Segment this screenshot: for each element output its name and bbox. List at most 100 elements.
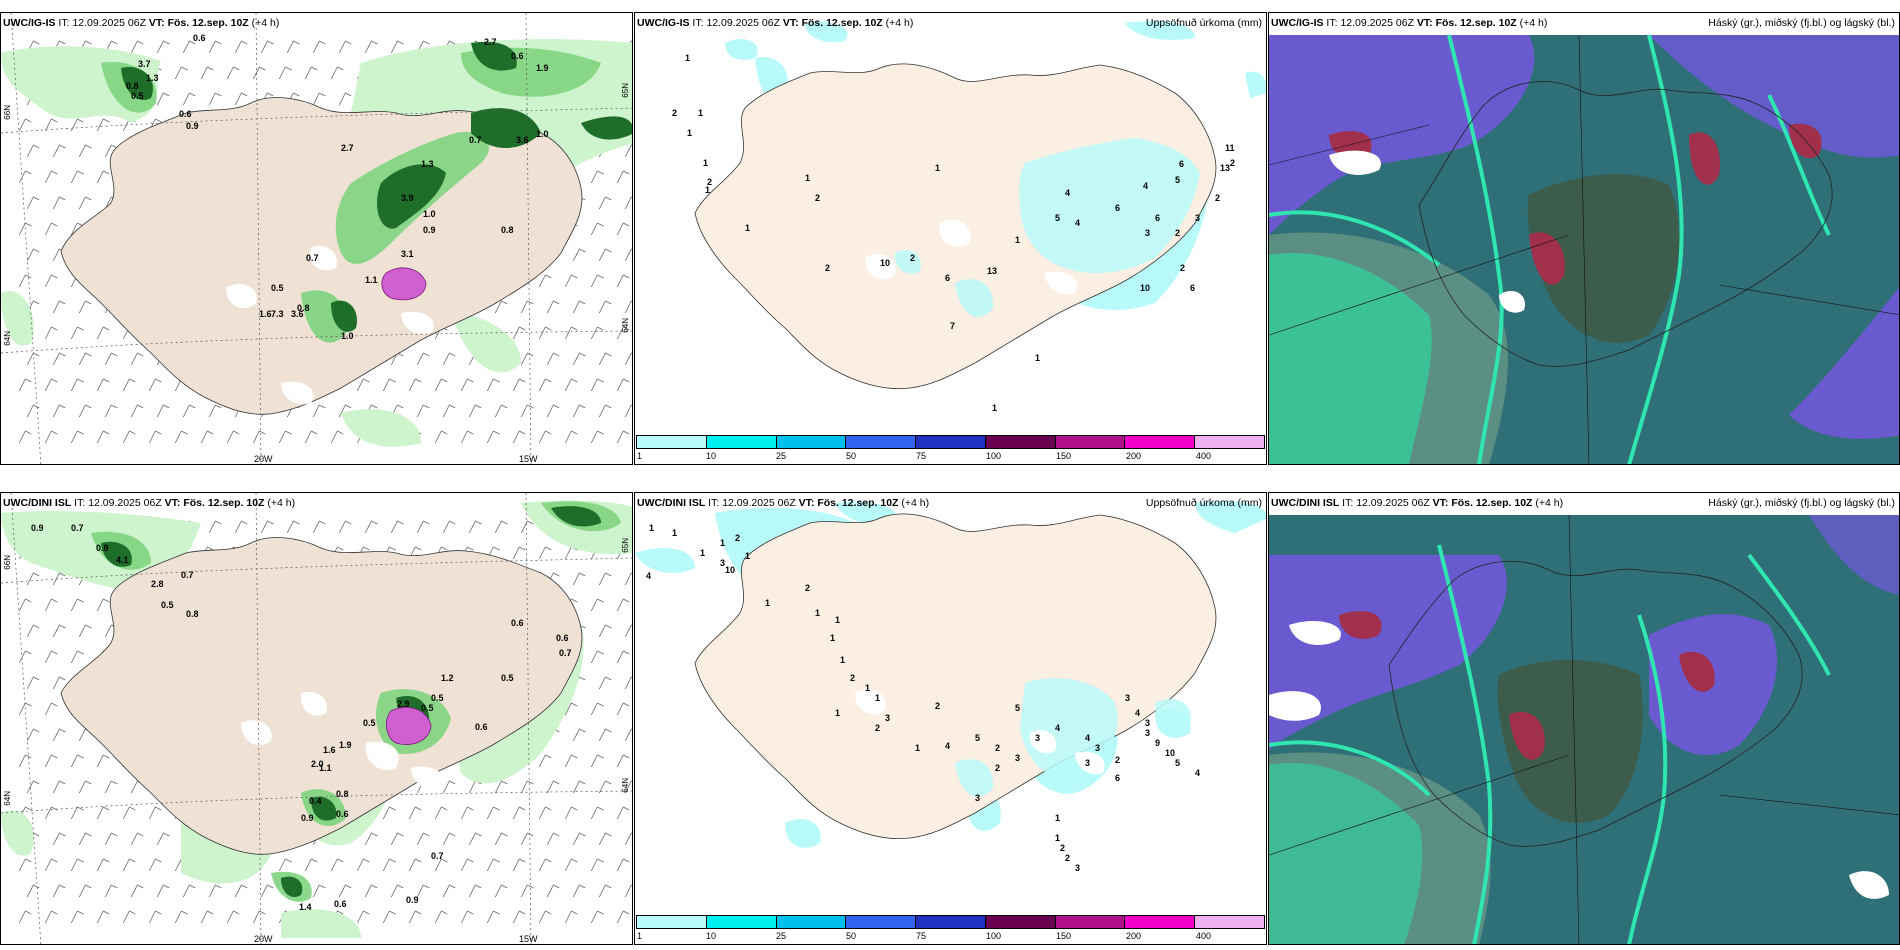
wind-barb <box>70 170 84 184</box>
wind-barb <box>312 520 326 534</box>
wind-barb <box>18 430 32 444</box>
colorbar-cell <box>1055 436 1126 448</box>
wind-barb <box>44 378 58 392</box>
cloud-white-areas <box>1329 150 1525 313</box>
wind-barb <box>96 754 110 768</box>
wind-barb <box>590 430 604 444</box>
colorbar-cell <box>916 916 986 928</box>
value-label: 3 <box>1125 693 1131 703</box>
wind-barb <box>590 702 604 716</box>
wind-barb <box>408 378 422 392</box>
vt-value: Fös. 12.sep. 10Z <box>167 17 249 29</box>
wind-barb <box>356 378 370 392</box>
lon-label-20w: 20W <box>254 934 273 944</box>
cloud-title: Háský (gr.), miðský (fj.bl.) og lágský (… <box>1708 497 1895 509</box>
wind-barb <box>598 572 612 586</box>
precip-colorbar <box>636 915 1265 929</box>
wind-barb <box>616 170 630 184</box>
wind-barb <box>44 222 58 236</box>
wind-barb <box>70 118 84 132</box>
value-label: 0.4 <box>309 796 322 806</box>
wind-barb <box>486 910 500 924</box>
wind-barb <box>624 248 632 262</box>
value-label: 1 <box>1015 235 1021 245</box>
iceland-land <box>694 513 1217 840</box>
panel-igis-clouds: UWC/IG-IS IT: 12.09.2025 06Z VT: Fös. 12… <box>1268 12 1900 465</box>
wind-barb <box>70 222 84 236</box>
cloud-map <box>1269 35 1899 464</box>
value-label: 1 <box>698 108 704 118</box>
wind-barb <box>182 404 196 418</box>
accum-precip-map <box>635 493 1266 913</box>
wind-barb <box>260 884 274 898</box>
wind-barb <box>52 832 66 846</box>
wind-barb <box>208 404 222 418</box>
wind-barb <box>26 248 40 262</box>
wind-barb <box>538 754 552 768</box>
model-name: UWC/IG-IS <box>637 17 690 29</box>
lon-label-15w: 15W <box>519 454 538 464</box>
wind-barb <box>598 300 612 314</box>
wind-barb <box>520 780 534 794</box>
wind-barb <box>78 404 92 418</box>
value-label: 6 <box>1115 203 1121 213</box>
value-label: 2 <box>707 177 713 187</box>
wind-barb <box>130 832 144 846</box>
value-label: 1 <box>1055 813 1061 823</box>
wind-barb <box>26 780 40 794</box>
wind-barb <box>624 144 632 158</box>
wind-barb <box>442 520 456 534</box>
cloud-high-purple <box>1269 555 1507 750</box>
lat-label-65n-right: 65N <box>621 538 630 553</box>
value-label: 0.9 <box>301 813 314 823</box>
precip-title: Uppsöfnuð úrkoma (mm) <box>1145 17 1262 29</box>
lead-time: (+4 h) <box>251 17 280 29</box>
value-label: 1 <box>700 548 706 558</box>
wind-barb <box>156 404 170 418</box>
wind-barb <box>44 858 58 872</box>
it-label: IT: <box>58 17 70 29</box>
wind-barb <box>598 780 612 794</box>
wind-barb <box>598 676 612 690</box>
wind-barb <box>122 858 136 872</box>
cloud-high-purple-ne <box>1649 35 1899 158</box>
wind-barb <box>312 92 326 106</box>
value-label: 0.6 <box>334 899 347 909</box>
wind-barb <box>338 40 352 54</box>
value-label: 2 <box>995 763 1001 773</box>
value-label: 0.8 <box>501 225 514 235</box>
wind-barb <box>468 832 482 846</box>
colorbar-cell <box>846 436 917 448</box>
precip-magenta-cell <box>386 707 432 745</box>
vt-label: VT: <box>798 497 815 509</box>
value-label: 0.6 <box>179 109 192 119</box>
wind-barb <box>434 858 448 872</box>
value-label: 1 <box>1035 353 1041 363</box>
graticule <box>1 13 632 464</box>
lat-label-64n-right: 64N <box>621 318 630 333</box>
wind-barb <box>182 40 196 54</box>
wind-barb <box>174 430 188 444</box>
value-label: 0.8 <box>186 609 199 619</box>
wind-barb <box>486 806 500 820</box>
vt-label: VT: <box>164 497 181 509</box>
wind-barb <box>512 806 526 820</box>
dry-areas <box>855 689 1105 775</box>
wind-barb <box>356 858 370 872</box>
cloud-low-green <box>1269 763 1423 944</box>
value-label: 0.7 <box>181 570 194 580</box>
lon-label-15w: 15W <box>519 934 538 944</box>
wind-barb <box>520 300 534 314</box>
cloud-high-purple-ne <box>1809 515 1899 595</box>
wind-barb <box>104 144 118 158</box>
wind-barb <box>624 780 632 794</box>
colorbar-tick: 400 <box>1196 451 1212 461</box>
precip-magenta-cell <box>381 267 427 301</box>
lat-label-64n: 64N <box>3 331 12 346</box>
value-label: 0.7 <box>306 253 319 263</box>
value-label: 0.6 <box>511 51 524 61</box>
wind-barb <box>148 858 162 872</box>
wind-barb <box>52 624 66 638</box>
wind-barb <box>546 780 560 794</box>
wind-barb <box>26 144 40 158</box>
